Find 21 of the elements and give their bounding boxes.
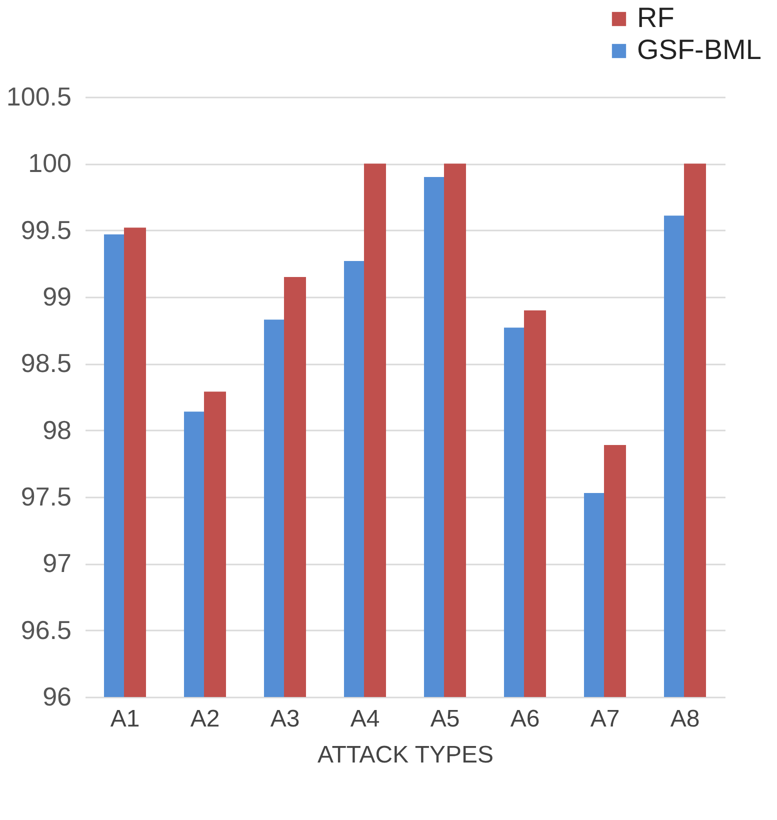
y-tick-label: 98.5 [20,348,72,378]
x-tick-label: A7 [590,706,620,732]
x-axis-title: ATTACK TYPES [317,742,494,768]
y-tick-label: 99.5 [20,214,72,245]
x-tick-label: A8 [670,706,700,732]
x-tick-label: A1 [110,706,140,732]
y-tick-label: 100 [28,148,72,178]
y-tick-label: 96 [42,682,72,712]
x-tick-label: A2 [190,706,220,732]
x-tick-label: A6 [510,706,540,732]
x-tick-label: A5 [430,706,460,732]
y-tick-label: 99 [42,282,72,312]
y-tick-label: 97.5 [20,482,72,512]
legend-label: RF [637,2,674,33]
y-tick-label: 96.5 [20,614,72,645]
x-tick-label: A3 [270,706,300,732]
y-tick-label: 100.5 [6,82,72,112]
y-tick-label: 98 [42,414,72,445]
legend-label: GSF-BML [637,34,762,65]
y-tick-label: 97 [42,548,72,578]
x-tick-label: A4 [350,706,380,732]
